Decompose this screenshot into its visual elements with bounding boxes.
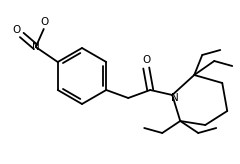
Text: N: N <box>32 42 40 52</box>
Text: O: O <box>13 25 21 35</box>
Text: O: O <box>41 17 49 27</box>
Text: O: O <box>142 55 150 65</box>
Text: N: N <box>171 93 179 103</box>
